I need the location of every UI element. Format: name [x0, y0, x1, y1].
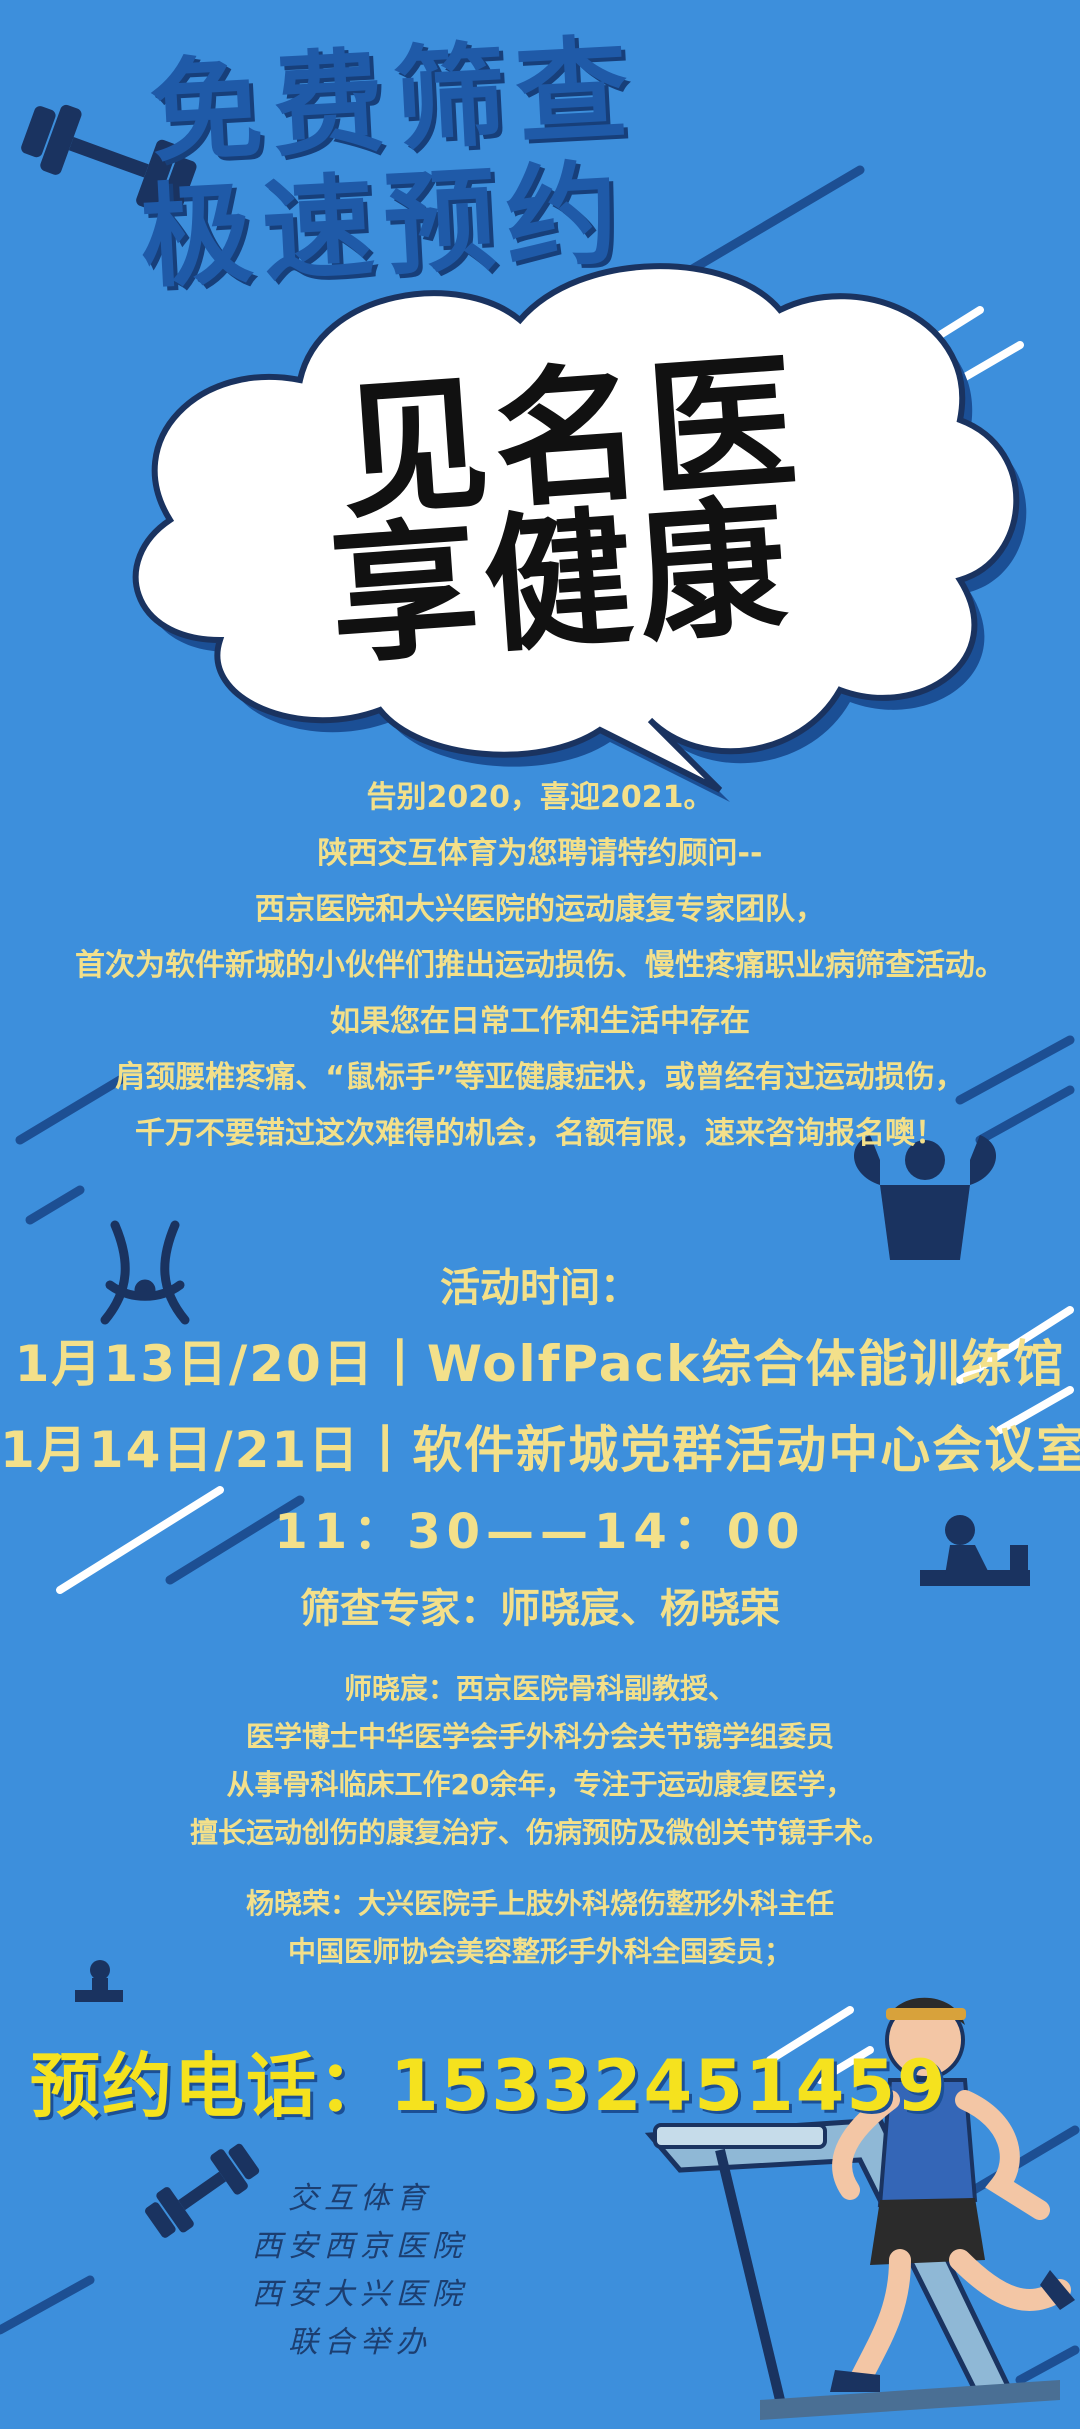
bio-line: 师晓宸：西京医院骨科副教授、	[343, 1672, 736, 1705]
intro-line: 告别2020，喜迎2021。	[366, 780, 714, 815]
bio-line: 中国医师协会美容整形手外科全国委员；	[287, 1935, 792, 1968]
bio-line: 杨晓荣：大兴医院手上肢外科烧伤整形外科主任	[245, 1887, 834, 1920]
schedule-label: 活动时间：	[440, 1265, 640, 1311]
intro-line: 陕西交互体育为您聘请特约顾问--	[317, 836, 763, 871]
intro-line: 首次为软件新城的小伙伴们推出运动损伤、慢性疼痛职业病筛查活动。	[75, 948, 1005, 983]
intro-line: 西京医院和大兴医院的运动康复专家团队，	[255, 892, 825, 927]
schedule-experts: 筛查专家：师晓宸、杨晓荣	[300, 1586, 780, 1632]
bio-line: 从事骨科临床工作20余年，专注于运动康复医学，	[226, 1768, 854, 1801]
intro-paragraph: 告别2020，喜迎2021。 陕西交互体育为您聘请特约顾问-- 西京医院和大兴医…	[0, 770, 1080, 1162]
organizer-line: 联合举办	[288, 2325, 432, 2360]
organizers-signature: 交互体育 西安西京医院 西安大兴医院 联合举办	[210, 2175, 510, 2367]
intro-line: 如果您在日常工作和生活中存在	[330, 1004, 750, 1039]
organizer-line: 西安大兴医院	[252, 2277, 468, 2312]
intro-line: 肩颈腰椎疼痛、“鼠标手”等亚健康症状，或曾经有过运动损伤，	[115, 1060, 965, 1095]
bio-line: 医学博士中华医学会手外科分会关节镜学组委员	[245, 1720, 834, 1753]
exercise-bike-icon	[75, 1960, 123, 2002]
torso-icon	[100, 1220, 190, 1325]
organizer-line: 交互体育	[288, 2181, 432, 2216]
treadmill-runner-illustration	[644, 1997, 1075, 2420]
organizer-line: 西安西京医院	[252, 2229, 468, 2264]
muscle-man-icon	[853, 1135, 997, 1260]
schedule-session-2: 1月14日/21日丨软件新城党群活动中心会议室	[0, 1421, 1080, 1479]
expert-bio-yang: 杨晓荣：大兴医院手上肢外科烧伤整形外科主任 中国医师协会美容整形手外科全国委员；	[0, 1880, 1080, 1976]
intro-line: 千万不要错过这次难得的机会，名额有限，速来咨询报名噢！	[135, 1116, 945, 1151]
bio-line: 擅长运动创伤的康复治疗、伤病预防及微创关节镜手术。	[189, 1816, 890, 1849]
schedule-time: 11：30——14：00	[274, 1504, 806, 1560]
schedule-section: 活动时间： 1月13日/20日丨WolfPack综合体能训练馆 1月14日/21…	[0, 1255, 1080, 1647]
expert-bio-shi: 师晓宸：西京医院骨科副教授、 医学博士中华医学会手外科分会关节镜学组委员 从事骨…	[0, 1665, 1080, 1857]
booking-phone[interactable]: 预约电话：15332451459	[30, 2045, 948, 2127]
schedule-session-1: 1月13日/20日丨WolfPack综合体能训练馆	[14, 1335, 1066, 1393]
rowing-machine-icon	[920, 1515, 1030, 1586]
